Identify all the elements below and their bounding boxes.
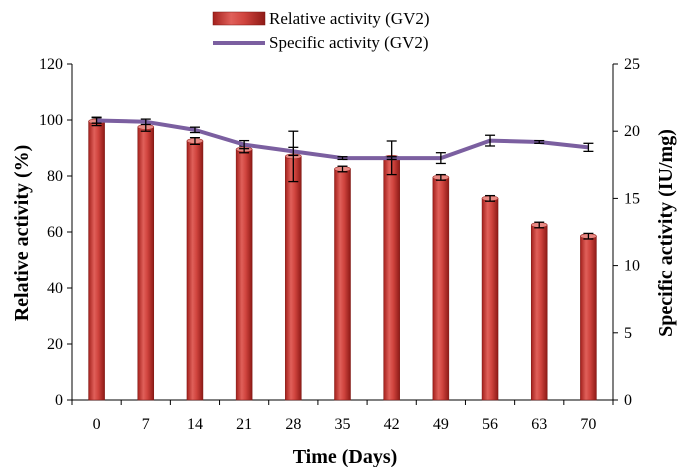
bar — [88, 121, 105, 401]
bar — [580, 235, 597, 401]
bar — [481, 198, 499, 401]
x-tick-label: 63 — [531, 416, 547, 433]
bar — [137, 126, 155, 401]
y-tick-label: 20 — [47, 336, 63, 353]
y2-axis-title: Specific activity (IU/mg) — [655, 129, 677, 337]
legend: Relative activity (GV2) Specific activity… — [212, 9, 430, 52]
y2-tick-label: 5 — [624, 325, 632, 342]
y-tick-label: 40 — [47, 280, 63, 297]
y-tick-label: 100 — [39, 112, 63, 129]
bar — [235, 149, 253, 401]
x-tick-label: 56 — [482, 416, 498, 433]
plot-area: 0 20 40 60 80 100 120 0 5 10 15 20 25 0 7 14 21 28 35 42 49 5… — [39, 56, 640, 433]
x-tick-label: 7 — [142, 416, 150, 433]
bar — [530, 224, 548, 401]
bar — [186, 140, 204, 401]
bar — [334, 168, 351, 401]
legend-label-relative-activity: Relative activity (GV2) — [269, 9, 430, 28]
x-tick-label: 21 — [236, 416, 252, 433]
y2-tick-label: 20 — [624, 123, 640, 140]
y-tick-label: 60 — [47, 224, 63, 241]
y-axis-title: Relative activity (%) — [11, 145, 33, 322]
y-tick-label: 0 — [55, 392, 63, 409]
x-tick-label: 35 — [335, 416, 351, 433]
bar — [432, 177, 450, 401]
specific-activity-line — [96, 118, 589, 161]
y2-tick-label: 15 — [624, 190, 640, 207]
y2-tick-label: 25 — [624, 56, 640, 73]
x-tick-label: 14 — [187, 416, 203, 433]
y2-tick-label: 10 — [624, 258, 640, 275]
y-tick-label: 120 — [39, 56, 63, 73]
legend-bar-swatch — [212, 11, 266, 26]
x-tick-label: 70 — [580, 416, 596, 433]
y2-tick-label: 0 — [624, 392, 632, 409]
x-tick-label: 42 — [384, 416, 400, 433]
y-tick-label: 80 — [47, 168, 63, 185]
x-tick-label: 49 — [433, 416, 449, 433]
bar — [285, 156, 302, 401]
bar — [383, 157, 400, 401]
x-tick-label: 0 — [93, 416, 101, 433]
x-tick-label: 28 — [285, 416, 301, 433]
legend-label-specific-activity: Specific activity (GV2) — [269, 33, 429, 52]
x-axis-title: Time (Days) — [293, 446, 398, 467]
